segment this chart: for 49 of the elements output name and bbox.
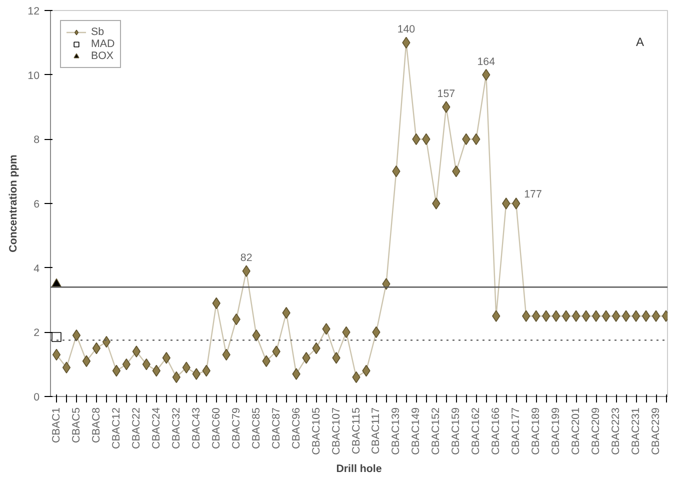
y-tick-label: 0 (34, 392, 40, 404)
x-tick-label: CBAC177 (510, 407, 522, 455)
x-tick-label: CBAC115 (350, 407, 362, 454)
x-tick-label: CBAC22 (130, 407, 142, 449)
x-tick-label: CBAC139 (390, 407, 402, 455)
x-tick-label: CBAC201 (570, 407, 582, 455)
x-tick-label: CBAC12 (110, 407, 122, 449)
y-tick-label: 10 (28, 70, 40, 82)
x-tick-label: CBAC223 (610, 407, 622, 455)
annotation: A (636, 35, 644, 50)
y-tick-label: 6 (34, 198, 40, 210)
annotation: 164 (477, 56, 496, 68)
x-tick-label: CBAC149 (410, 407, 422, 455)
y-tick-label: 4 (34, 262, 40, 275)
annotation: 157 (437, 88, 456, 100)
x-tick-label: CBAC24 (150, 407, 162, 449)
x-tick-label: CBAC105 (310, 407, 322, 455)
legend-label: Sb (91, 26, 106, 38)
x-axis-title: Drill hole (336, 462, 382, 475)
x-tick-label: CBAC189 (530, 407, 542, 455)
x-tick-label: CBAC87 (270, 407, 282, 449)
x-tick-label: CBAC159 (450, 407, 462, 455)
x-tick-label: CBAC209 (590, 407, 602, 455)
y-tick-label: 12 (28, 6, 40, 18)
y-axis-title: Concentration ppm (8, 154, 20, 252)
y-tick-label: 2 (34, 327, 40, 340)
x-tick-label: CBAC79 (230, 407, 242, 449)
x-tick-label: CBAC32 (170, 407, 182, 449)
x-tick-label: CBAC8 (90, 407, 102, 444)
x-tick-label: CBAC162 (470, 407, 482, 455)
legend-label: BOX (91, 50, 114, 62)
x-tick-label: CBAC152 (430, 407, 442, 455)
x-tick-label: CBAC96 (290, 407, 302, 449)
x-tick-label: CBAC166 (490, 407, 502, 455)
x-tick-label: CBAC117 (370, 407, 382, 454)
annotation: 82 (240, 252, 252, 264)
x-tick-label: CBAC199 (550, 407, 562, 455)
x-tick-label: CBAC1 (50, 407, 62, 444)
annotation: 177 (524, 188, 542, 200)
x-tick-label: CBAC60 (210, 407, 222, 449)
y-tick-label: 8 (34, 134, 40, 146)
legend-label: MAD (91, 38, 115, 50)
x-tick-label: CBAC5 (70, 407, 82, 444)
x-tick-label: CBAC43 (190, 407, 202, 449)
x-tick-label: CBAC107 (330, 407, 342, 455)
x-tick-label: CBAC239 (650, 407, 662, 455)
annotation: 140 (397, 24, 416, 36)
x-tick-label: CBAC85 (250, 407, 262, 449)
x-tick-label: CBAC231 (630, 407, 642, 455)
